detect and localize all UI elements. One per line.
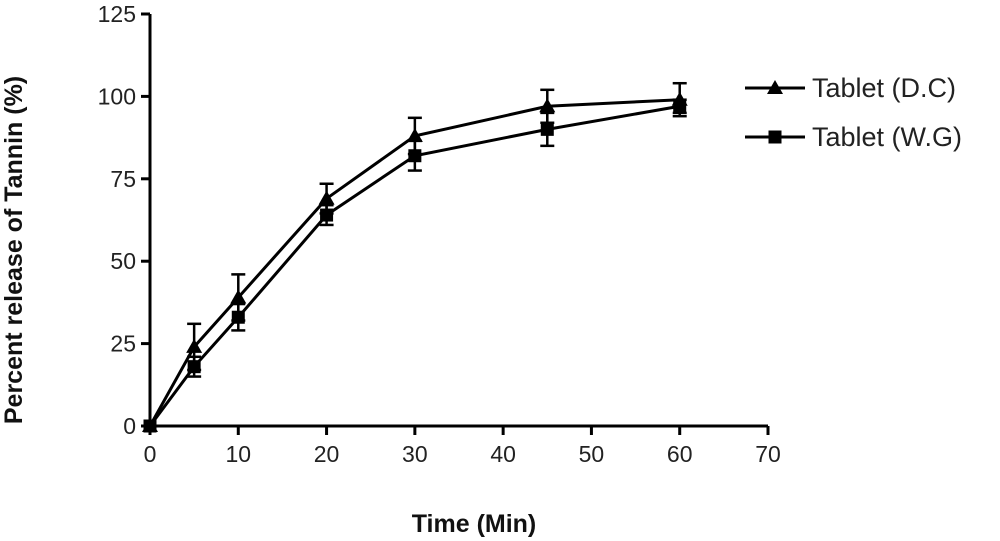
data-point <box>673 99 687 113</box>
data-point <box>231 310 245 324</box>
y-axis-title: Percent release of Tannin (%) <box>0 76 28 424</box>
series-layer <box>142 81 688 433</box>
data-point <box>318 190 335 205</box>
data-point <box>143 419 157 433</box>
axes: 0 25 50 75 100 125 0 10 20 30 40 50 60 70 <box>98 1 781 467</box>
x-tick-label: 0 <box>144 441 157 467</box>
data-point <box>186 338 203 353</box>
x-tick-label: 50 <box>579 441 605 467</box>
legend-marker <box>767 80 783 94</box>
data-point <box>540 122 554 136</box>
x-axis-title: Time (Min) <box>412 510 537 538</box>
data-point <box>408 149 422 163</box>
legend-label: Tablet (D.C) <box>812 73 956 103</box>
x-tick-label: 60 <box>667 441 693 467</box>
x-tick-label: 20 <box>314 441 340 467</box>
y-tick-label: 125 <box>98 1 136 27</box>
y-tick-label: 50 <box>110 248 136 274</box>
y-tick-label: 75 <box>110 166 136 192</box>
series-dc <box>142 81 688 432</box>
legend-label: Tablet (W.G) <box>812 122 962 152</box>
x-tick-label: 40 <box>490 441 516 467</box>
data-point <box>320 208 334 222</box>
series-wg <box>143 98 687 433</box>
data-point <box>187 360 201 374</box>
legend-item: Tablet (D.C) <box>745 73 956 103</box>
y-tick-label: 0 <box>123 413 136 439</box>
y-tick-label: 100 <box>98 83 136 109</box>
x-tick-label: 70 <box>755 441 781 467</box>
x-tick-label: 10 <box>225 441 251 467</box>
data-point <box>230 289 247 304</box>
x-tick-label: 30 <box>402 441 428 467</box>
data-point <box>406 127 423 142</box>
legend-item: Tablet (W.G) <box>745 122 962 152</box>
legend-marker <box>768 130 782 144</box>
y-tick-label: 25 <box>110 331 136 357</box>
legend: Tablet (D.C) Tablet (W.G) <box>745 73 962 152</box>
data-point <box>539 98 556 113</box>
